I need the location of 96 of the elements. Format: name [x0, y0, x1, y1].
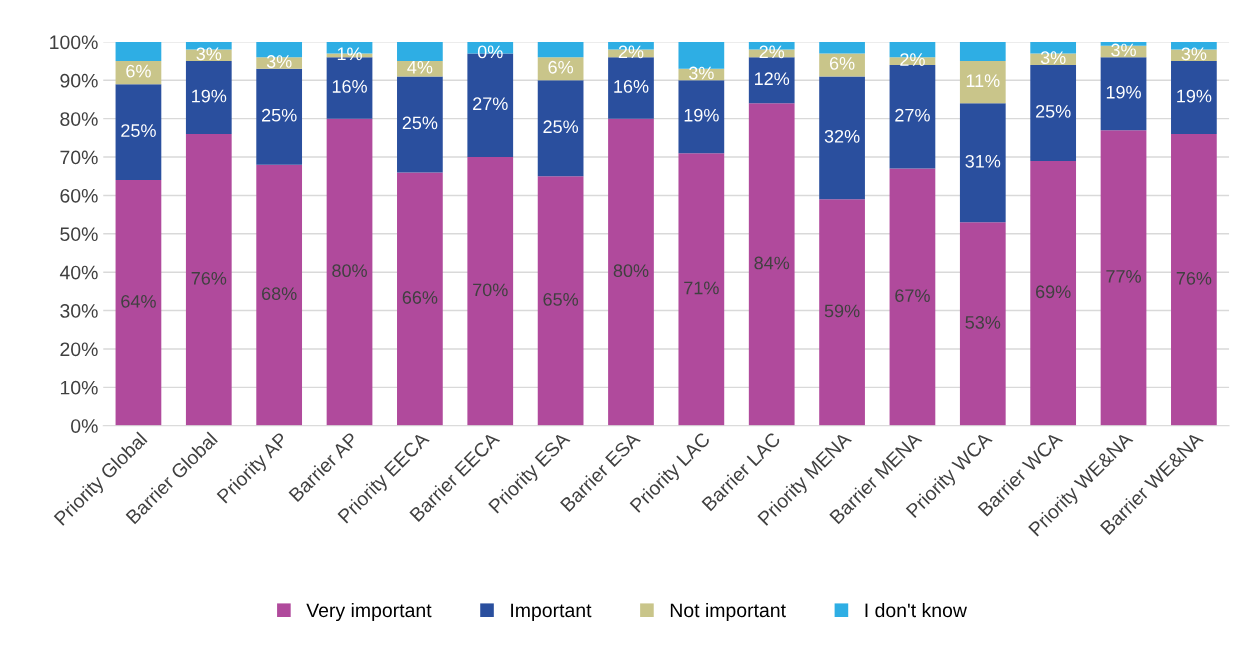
data-label: 6% [126, 64, 151, 78]
bar [748, 57, 795, 104]
data-label: 32% [824, 129, 860, 143]
data-label: 84% [754, 256, 790, 270]
bar [1100, 130, 1147, 426]
bar [185, 61, 232, 135]
bar [678, 153, 725, 426]
data-label: 68% [262, 287, 297, 301]
data-label: 25% [262, 108, 297, 122]
bar [397, 41, 443, 62]
data-label: 80% [332, 264, 367, 278]
data-label: 27% [895, 108, 930, 122]
data-label: 3% [1040, 51, 1066, 65]
data-label: 76% [1176, 271, 1212, 285]
bar [748, 103, 795, 426]
bar [819, 41, 865, 54]
y-tick-label: 60% [60, 188, 98, 203]
data-label: 70% [473, 283, 508, 297]
data-label: 80% [613, 264, 649, 278]
y-tick-label: 70% [60, 150, 98, 165]
bar [608, 118, 654, 426]
bar [537, 41, 584, 58]
data-label: 69% [1036, 285, 1071, 299]
y-tick-label: 0% [71, 419, 98, 433]
bar [256, 164, 303, 426]
bar [1171, 61, 1217, 135]
y-tick-label: 50% [60, 227, 98, 242]
bar [1171, 134, 1217, 426]
bar [608, 57, 654, 119]
bar [397, 76, 443, 173]
bar [889, 168, 936, 426]
bar [256, 68, 303, 165]
bar [1030, 160, 1077, 426]
data-label: 3% [196, 47, 222, 61]
legend-label: Very important [306, 602, 432, 622]
data-label: 19% [684, 108, 719, 122]
bar [819, 53, 865, 77]
data-label: 16% [614, 80, 649, 93]
data-label: 59% [824, 304, 860, 318]
y-tick-label: 40% [59, 265, 98, 280]
bar [819, 199, 865, 426]
bar [1100, 57, 1147, 131]
data-label: 16% [332, 80, 367, 93]
data-label: 3% [1181, 47, 1207, 61]
bar [115, 180, 162, 426]
data-label: 19% [1177, 89, 1212, 103]
data-label: 27% [473, 97, 508, 111]
data-label: 6% [829, 57, 855, 70]
bar [115, 84, 162, 181]
bar [678, 80, 725, 154]
data-label: 25% [121, 124, 156, 137]
bar [819, 76, 865, 200]
bar [1030, 64, 1077, 161]
y-tick-label: 100% [50, 35, 98, 50]
data-label: 77% [1106, 270, 1141, 283]
data-label: 3% [688, 66, 714, 80]
y-tick-label: 90% [60, 73, 98, 88]
data-label: 65% [543, 293, 579, 306]
data-label: 4% [407, 60, 433, 74]
data-label: 0% [477, 45, 503, 59]
data-label: 25% [1036, 104, 1071, 118]
data-label: 66% [402, 291, 438, 304]
bar [537, 176, 584, 426]
data-label: 64% [121, 294, 156, 308]
data-label: 67% [895, 289, 930, 302]
y-tick-label: 80% [60, 112, 98, 126]
bar [537, 80, 584, 177]
legend-label: Not important [670, 602, 786, 622]
y-tick-label: 10% [60, 380, 98, 395]
data-label: 11% [966, 74, 1000, 87]
y-tick-label: 20% [60, 342, 98, 357]
bar [959, 103, 1006, 223]
data-label: 6% [548, 60, 574, 74]
bar [115, 41, 162, 62]
data-label: 53% [965, 316, 1001, 329]
bar [889, 64, 936, 169]
data-label: 3% [1111, 43, 1136, 57]
data-label: 76% [191, 271, 227, 285]
data-label: 71% [684, 281, 719, 295]
data-label: 31% [965, 154, 1001, 168]
data-label: 19% [1106, 85, 1141, 99]
bar [959, 222, 1006, 426]
bar [326, 118, 373, 426]
data-label: 25% [543, 120, 579, 134]
data-label: 25% [402, 116, 438, 130]
legend-label: I don't know [865, 602, 967, 618]
data-label: 19% [192, 89, 227, 103]
bar [397, 172, 443, 426]
data-label: 12% [755, 72, 790, 86]
bar [185, 134, 232, 426]
data-label: 3% [266, 55, 292, 68]
bar [467, 157, 514, 426]
y-tick-label: 30% [60, 304, 98, 318]
bar [959, 41, 1006, 62]
legend-label: Important [511, 603, 592, 622]
bar [959, 61, 1006, 104]
